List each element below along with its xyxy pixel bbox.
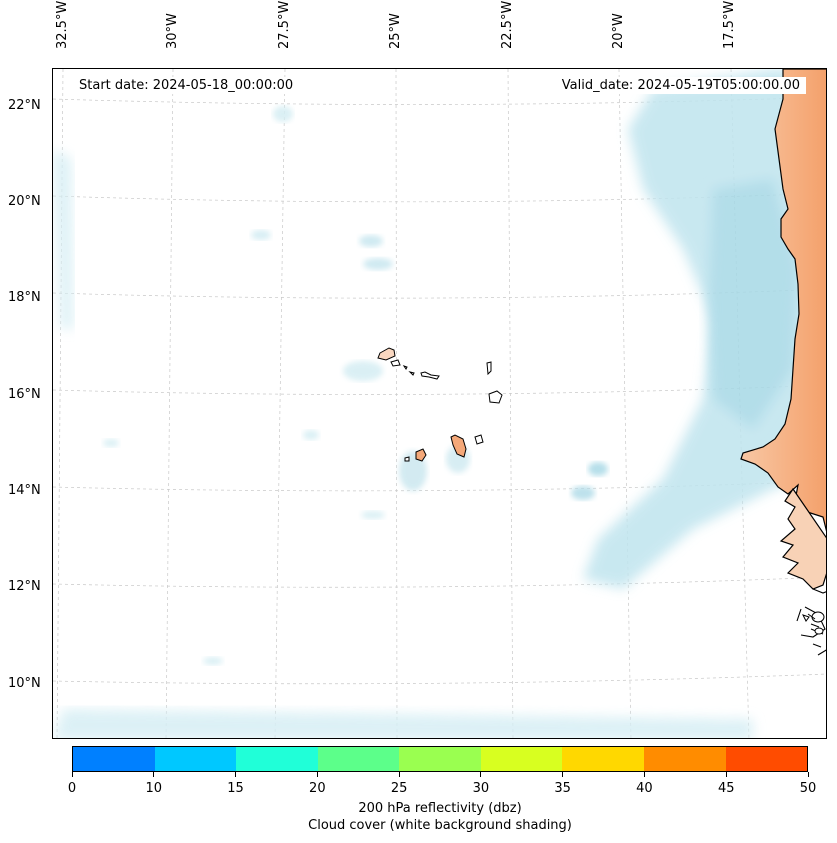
colorbar-tick <box>316 772 318 777</box>
map-panel[interactable]: Start date: 2024-05-18_00:00:00 Valid_da… <box>52 68 827 739</box>
colorbar-tick <box>235 772 237 777</box>
lon-label-20w: 20°W <box>611 13 626 49</box>
colorbar-tick <box>807 772 809 777</box>
colorbar-tick <box>71 772 73 777</box>
small-islands-coast <box>802 611 825 648</box>
island-sao-vicente <box>390 359 401 367</box>
gridlines <box>53 69 826 738</box>
colorbar-segment <box>73 747 155 771</box>
lon-label-32-5w: 32.5°W <box>55 0 70 49</box>
colorbar-tick-label: 45 <box>717 781 735 796</box>
lat-label-20n: 20°N <box>8 194 41 209</box>
colorbar-tick-label: 0 <box>67 781 77 796</box>
colorbar-tick <box>153 772 155 777</box>
island-santa-luzia <box>402 365 408 370</box>
lat-label-22n: 22°N <box>8 98 41 113</box>
coastline-details <box>796 588 826 656</box>
colorbar-segment <box>725 747 808 771</box>
colorbar-tick <box>398 772 400 777</box>
colorbar-tick <box>643 772 645 777</box>
colorbar-tick <box>725 772 727 777</box>
colorbar-tick-label: 10 <box>145 781 163 796</box>
colorbar-tick <box>480 772 482 777</box>
island-fogo <box>415 448 427 462</box>
island-sal <box>486 361 492 376</box>
lon-label-25w: 25°W <box>388 13 403 49</box>
start-date-label: Start date: 2024-05-18_00:00:00 <box>73 77 300 94</box>
lat-label-10n: 10°N <box>8 676 41 691</box>
island-maio <box>474 434 484 445</box>
island-sao-nicolau <box>408 371 440 380</box>
colorbar <box>72 746 808 772</box>
colorbar-tick-label: 40 <box>636 781 653 796</box>
colorbar-segment <box>480 747 563 771</box>
island-brava <box>404 456 410 462</box>
island-santiago <box>450 434 467 458</box>
colorbar-tick-label: 35 <box>554 781 571 796</box>
colorbar-segment <box>236 747 318 771</box>
africa-coast-south <box>779 487 826 590</box>
island-boa-vista <box>488 390 503 404</box>
colorbar-subtitle: Cloud cover (white background shading) <box>308 818 572 833</box>
colorbar-tick-label: 25 <box>390 781 408 796</box>
lat-label-16n: 16°N <box>8 387 41 402</box>
colorbar-segment <box>154 747 237 771</box>
lat-label-14n: 14°N <box>8 483 41 498</box>
lon-label-30w: 30°W <box>165 13 180 49</box>
lat-label-12n: 12°N <box>8 579 41 594</box>
lon-label-27-5w: 27.5°W <box>277 0 292 49</box>
lon-label-17-5w: 17.5°W <box>722 0 737 49</box>
colorbar-segment <box>562 747 644 771</box>
island-santo-antao <box>377 347 396 361</box>
colorbar-tick-label: 50 <box>799 781 817 796</box>
colorbar-tick-label: 20 <box>309 781 326 796</box>
colorbar-segment <box>643 747 726 771</box>
valid-date-label: Valid_date: 2024-05-19T05:00:00.00 <box>555 77 806 94</box>
colorbar-tick <box>562 772 564 777</box>
colorbar-segment <box>399 747 481 771</box>
lon-label-22-5w: 22.5°W <box>500 0 515 49</box>
cape-verde-islands <box>377 347 503 462</box>
colorbar-segment <box>317 747 400 771</box>
lat-label-18n: 18°N <box>8 290 41 305</box>
colorbar-title: 200 hPa reflectivity (dbz) <box>358 801 522 816</box>
colorbar-tick-label: 30 <box>472 781 490 796</box>
map-canvas <box>53 69 826 738</box>
colorbar-tick-label: 15 <box>227 781 244 796</box>
cloud-cover <box>53 69 826 738</box>
